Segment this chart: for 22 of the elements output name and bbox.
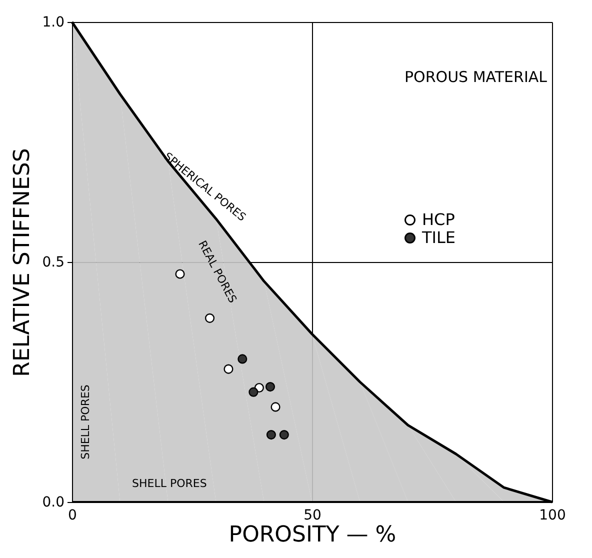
annotation: POROUS MATERIAL	[404, 68, 548, 86]
point	[279, 430, 289, 440]
point	[204, 313, 215, 323]
point	[266, 430, 276, 440]
annotation: SHELL PORES	[132, 477, 207, 490]
annotation: SHELL PORES	[79, 384, 92, 460]
y-tick-label: 0.0	[42, 494, 64, 510]
legend-label: HCP	[422, 210, 456, 229]
point	[270, 402, 280, 412]
y-tick-label: 0.5	[42, 254, 64, 270]
point	[265, 382, 276, 392]
x-tick-label: 50	[304, 508, 322, 524]
x-axis-title: POROSITY — %	[228, 522, 396, 548]
point	[175, 269, 185, 279]
y-axis-title: RELATIVE STIFFNESS	[10, 148, 36, 377]
x-tick-label: 100	[539, 508, 566, 524]
legend-label: TILE	[421, 228, 456, 247]
point	[248, 387, 258, 397]
y-tick-label: 1.0	[42, 14, 64, 30]
x-tick-label: 0	[68, 508, 77, 524]
point	[238, 354, 248, 364]
point	[224, 364, 234, 374]
